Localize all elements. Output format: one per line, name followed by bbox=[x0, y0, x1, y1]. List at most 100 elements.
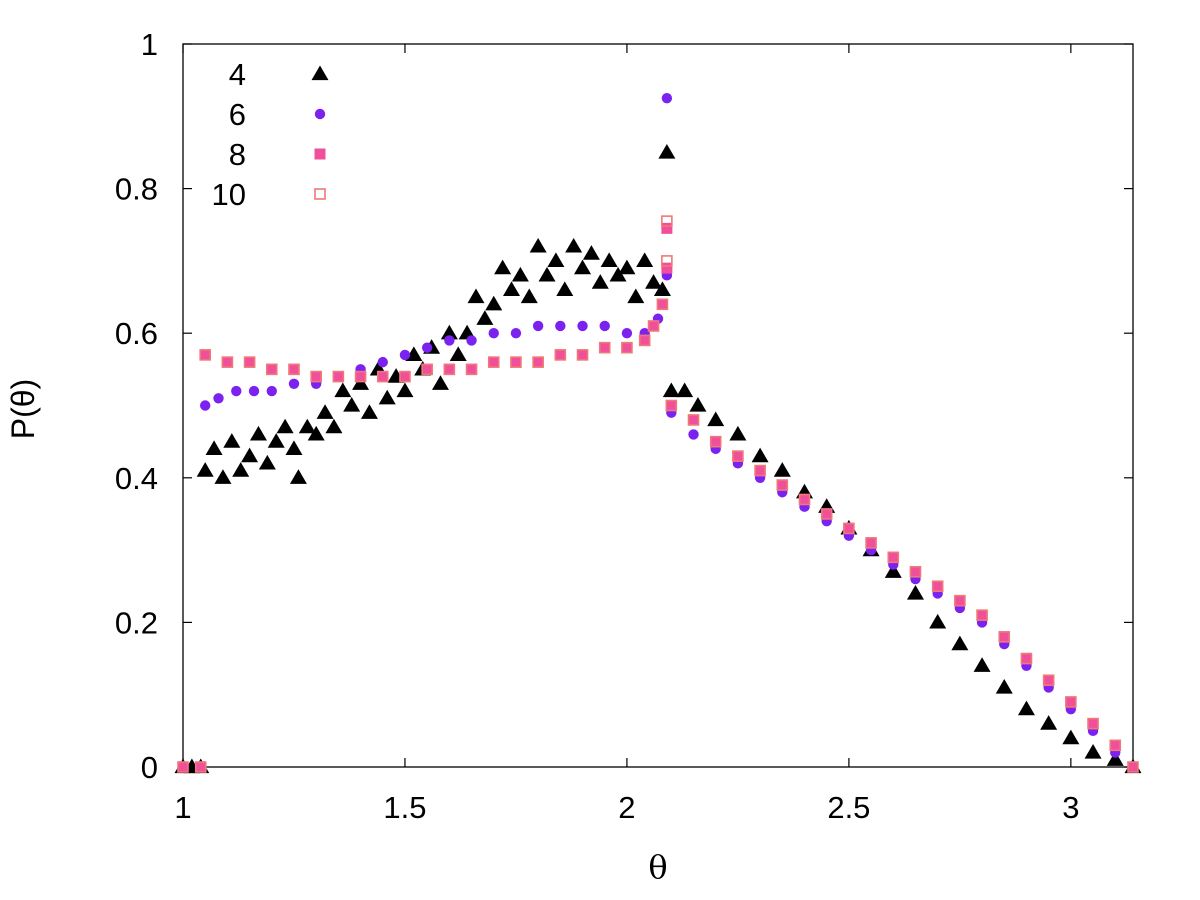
data-point bbox=[399, 371, 411, 383]
data-point bbox=[1042, 674, 1055, 687]
data-point bbox=[288, 363, 300, 376]
data-point bbox=[249, 425, 267, 441]
data-point bbox=[520, 288, 538, 304]
data-point bbox=[707, 411, 725, 427]
data-point bbox=[466, 335, 477, 346]
data-point bbox=[754, 465, 766, 477]
data-point bbox=[661, 222, 673, 234]
data-point bbox=[865, 537, 877, 549]
data-point bbox=[1087, 718, 1099, 730]
data-point bbox=[1040, 715, 1058, 730]
data-point bbox=[554, 349, 567, 361]
data-point bbox=[466, 363, 478, 375]
data-point bbox=[266, 363, 278, 375]
data-point bbox=[213, 393, 224, 404]
data-point bbox=[582, 245, 600, 260]
data-point bbox=[954, 595, 966, 607]
legend-label: 4 bbox=[229, 57, 246, 92]
data-point bbox=[343, 397, 361, 412]
data-point bbox=[887, 551, 900, 564]
data-point bbox=[665, 400, 677, 411]
data-point bbox=[687, 414, 700, 426]
data-point bbox=[600, 252, 618, 268]
data-point bbox=[476, 310, 494, 325]
data-point bbox=[621, 342, 633, 354]
data-point bbox=[656, 298, 668, 310]
data-point bbox=[661, 255, 673, 267]
data-point bbox=[243, 356, 256, 368]
data-point bbox=[177, 761, 189, 773]
series-4 bbox=[174, 143, 1142, 774]
data-point bbox=[627, 288, 645, 304]
data-point bbox=[656, 298, 669, 311]
data-point bbox=[467, 288, 485, 304]
data-point bbox=[288, 363, 300, 375]
y-tick-label: 1 bbox=[141, 27, 158, 62]
data-point bbox=[399, 349, 411, 361]
data-point bbox=[843, 522, 855, 535]
data-point bbox=[995, 678, 1013, 694]
legend-label: 10 bbox=[212, 177, 246, 212]
data-point bbox=[354, 370, 367, 383]
data-point bbox=[1106, 751, 1124, 766]
data-point bbox=[465, 363, 478, 376]
data-point bbox=[405, 346, 423, 362]
data-point bbox=[618, 259, 636, 275]
data-point bbox=[688, 414, 700, 426]
data-point bbox=[998, 631, 1011, 643]
data-point bbox=[843, 522, 855, 534]
y-tick-label: 0 bbox=[141, 750, 158, 785]
data-point bbox=[1065, 696, 1077, 708]
y-tick-label: 0.2 bbox=[115, 605, 158, 640]
data-point bbox=[421, 342, 433, 353]
data-point bbox=[931, 580, 944, 593]
series-8 bbox=[177, 222, 1139, 773]
data-point bbox=[773, 462, 791, 477]
data-point bbox=[221, 356, 233, 368]
data-point bbox=[265, 363, 278, 376]
x-tick-label: 3 bbox=[1062, 790, 1079, 825]
data-point bbox=[547, 252, 565, 268]
data-point bbox=[648, 320, 660, 332]
series-10 bbox=[177, 215, 1139, 773]
data-point bbox=[494, 259, 512, 275]
data-point bbox=[577, 320, 588, 332]
series-6 bbox=[177, 93, 1139, 773]
data-point bbox=[529, 237, 547, 253]
data-point bbox=[532, 356, 544, 368]
data-point bbox=[662, 382, 680, 398]
data-point bbox=[798, 493, 811, 506]
data-point bbox=[661, 262, 673, 274]
data-point bbox=[776, 479, 789, 491]
data-point bbox=[267, 433, 285, 448]
data-point bbox=[332, 371, 344, 383]
data-point bbox=[577, 349, 589, 361]
x-axis-title: θ bbox=[648, 848, 667, 886]
data-point bbox=[205, 440, 223, 455]
data-point bbox=[443, 363, 456, 376]
data-point bbox=[638, 334, 651, 347]
data-point bbox=[310, 371, 322, 383]
data-point bbox=[378, 389, 396, 405]
legend-marker bbox=[314, 108, 326, 120]
x-tick-label: 2.5 bbox=[827, 790, 870, 825]
data-point bbox=[510, 356, 522, 368]
data-point bbox=[688, 429, 699, 440]
data-point bbox=[1065, 696, 1077, 708]
data-point bbox=[440, 324, 458, 340]
data-point bbox=[199, 400, 211, 411]
data-point bbox=[599, 320, 610, 332]
data-point bbox=[645, 274, 663, 289]
data-points bbox=[174, 93, 1142, 774]
data-point bbox=[1062, 729, 1080, 745]
data-point bbox=[821, 508, 833, 520]
data-point bbox=[307, 425, 325, 441]
y-tick-label: 0.8 bbox=[115, 172, 158, 207]
data-point bbox=[310, 370, 322, 383]
legend-marker bbox=[314, 148, 326, 160]
data-point bbox=[1127, 761, 1139, 773]
data-point bbox=[431, 375, 449, 390]
data-point bbox=[556, 281, 574, 296]
data-point bbox=[976, 609, 988, 621]
